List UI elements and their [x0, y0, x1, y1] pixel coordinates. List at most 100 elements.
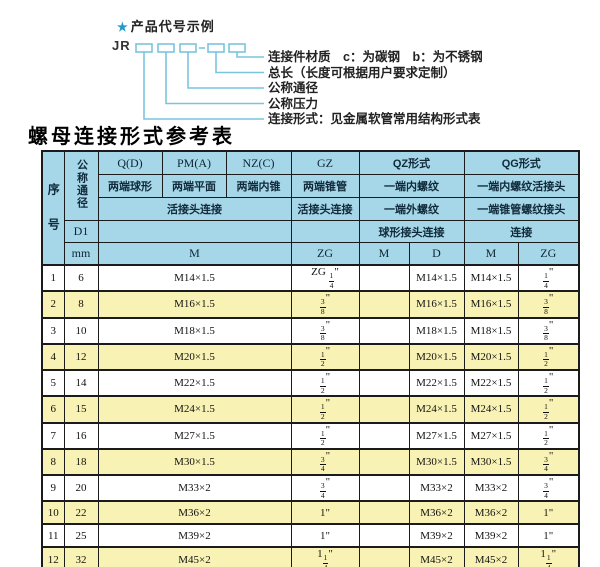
- cell-m: M22×1.5: [97, 368, 292, 398]
- empty-cell: [290, 220, 360, 243]
- table-row: 6 15 M24×1.5 1 2 " M24×1.5 M24×1.5 1 2 ": [41, 395, 580, 424]
- cell-seq: 2: [41, 290, 65, 319]
- cell-qz-m: [358, 342, 410, 372]
- cell-m: M30×1.5: [97, 447, 292, 477]
- cell-qz-m: [358, 368, 410, 398]
- connector-length: [215, 52, 264, 74]
- connector-conn-type: [143, 52, 264, 120]
- table-row: 11 25 M39×2 1" M39×2 M39×2 1": [41, 523, 580, 549]
- cell-qz-d: M20×1.5: [408, 342, 465, 372]
- cell-qz-m: [358, 473, 410, 503]
- cell-dn: 10: [63, 316, 99, 345]
- cell-qz-d: M16×1.5: [408, 290, 465, 319]
- cell-dn: 14: [63, 368, 99, 398]
- cell-seq: 1: [41, 263, 65, 293]
- code-box-5: [228, 43, 246, 53]
- code-box-2: [157, 43, 175, 53]
- cell-qg-m: M27×1.5: [463, 421, 519, 450]
- cell-gz: 114": [290, 546, 360, 567]
- d1-header: D1: [63, 220, 99, 243]
- table-row: 10 22 M36×2 1" M36×2 M36×2 1": [41, 500, 580, 526]
- cell-qz-m: [358, 263, 410, 293]
- cell-dn: 18: [63, 447, 99, 477]
- cell-qz-d: M27×1.5: [408, 421, 465, 450]
- col-seq-header: 序号: [41, 150, 65, 266]
- col-pm-header: PM(A): [161, 150, 227, 175]
- cell-qg-zg: 1": [517, 500, 580, 526]
- cell-qz-d: M33×2: [408, 473, 465, 503]
- cell-m: M45×2: [97, 546, 292, 567]
- cell-gz: 1": [290, 523, 360, 549]
- table-row: 4 12 M20×1.5 1 2 " M20×1.5 M20×1.5 1 2 ": [41, 342, 580, 372]
- cell-qg-zg: 3 4 ": [517, 447, 580, 477]
- cell-qg-m: M22×1.5: [463, 368, 519, 398]
- qz-connection-header: 球形接头连接: [358, 220, 465, 243]
- cell-dn: 25: [63, 523, 99, 549]
- cell-qg-m: M39×2: [463, 523, 519, 549]
- cell-qz-m: [358, 421, 410, 450]
- qz-m-header: M: [358, 242, 410, 266]
- table-row: 2 8 M16×1.5 3 8 " M16×1.5 M16×1.5 3 8 ": [41, 290, 580, 319]
- code-box-3: [179, 43, 197, 53]
- cell-gz: 3 8 ": [290, 290, 360, 319]
- cell-qz-d: M22×1.5: [408, 368, 465, 398]
- cell-dn: 6: [63, 263, 99, 293]
- connector-material: [236, 52, 264, 58]
- cell-gz: 1": [290, 500, 360, 526]
- qg-desc-1: 一端内螺纹活接头: [463, 174, 580, 198]
- cell-dn: 8: [63, 290, 99, 319]
- cell-qz-m: [358, 447, 410, 477]
- cell-m: M39×2: [97, 523, 292, 549]
- cell-gz: ZG 1 4 ": [290, 263, 360, 293]
- qg-m-header: M: [463, 242, 519, 266]
- cell-m: M24×1.5: [97, 395, 292, 424]
- cell-qg-zg: 114": [517, 546, 580, 567]
- qz-desc-1: 一端内螺纹: [358, 174, 465, 198]
- qg-zg-header: ZG: [517, 242, 580, 266]
- cell-qz-m: [358, 500, 410, 526]
- cell-dn: 32: [63, 546, 99, 567]
- cell-qg-m: M33×2: [463, 473, 519, 503]
- cell-gz: 1 2 ": [290, 395, 360, 424]
- table-body: 1 6 M14×1.5 ZG 1 4 " M14×1.5 M14×1.5 1 4 " 2 8 M16×1.…: [41, 263, 580, 567]
- table-title: 螺母连接形式参考表: [28, 126, 235, 148]
- col-dn-header: 公称通径: [63, 150, 99, 221]
- cell-qg-zg: 1 4 ": [517, 263, 580, 293]
- table-row: 1 6 M14×1.5 ZG 1 4 " M14×1.5 M14×1.5 1 4 ": [41, 263, 580, 293]
- cell-dn: 16: [63, 421, 99, 450]
- cell-qz-m: [358, 316, 410, 345]
- nut-connection-table: 序号 公称通径 Q(D) PM(A) NZ(C) GZ QZ形式 QG形式 两端…: [41, 150, 580, 567]
- cell-seq: 6: [41, 395, 65, 424]
- code-boxes-connectors: [135, 43, 264, 120]
- cell-qg-m: M24×1.5: [463, 395, 519, 424]
- cell-qg-m: M18×1.5: [463, 316, 519, 345]
- cell-seq: 4: [41, 342, 65, 372]
- product-code-prefix: JR: [112, 38, 131, 53]
- product-code-title-text: 产品代号示例: [130, 19, 215, 34]
- cell-dn: 20: [63, 473, 99, 503]
- cell-qz-d: M18×1.5: [408, 316, 465, 345]
- cell-m: M20×1.5: [97, 342, 292, 372]
- cell-qg-m: M16×1.5: [463, 290, 519, 319]
- cell-qg-zg: 1 2 ": [517, 342, 580, 372]
- code-label-length: 总长（长度可根据用户要求定制）: [268, 65, 456, 80]
- cell-qg-m: M45×2: [463, 546, 519, 567]
- col-q-header: Q(D): [97, 150, 163, 175]
- union-connection-header: 活接头连接: [97, 197, 292, 221]
- cell-qg-zg: 1 2 ": [517, 395, 580, 424]
- table-row: 5 14 M22×1.5 1 2 " M22×1.5 M22×1.5 1 2 ": [41, 368, 580, 398]
- table-row: 7 16 M27×1.5 1 2 " M27×1.5 M27×1.5 1 2 ": [41, 421, 580, 450]
- cell-qg-zg: 1 2 ": [517, 368, 580, 398]
- col-gz-header: GZ: [290, 150, 360, 175]
- cell-seq: 11: [41, 523, 65, 549]
- cell-qg-m: M14×1.5: [463, 263, 519, 293]
- cell-qz-d: M24×1.5: [408, 395, 465, 424]
- cell-seq: 8: [41, 447, 65, 477]
- col-qz-header: QZ形式: [358, 150, 465, 175]
- cell-gz: 1 2 ": [290, 342, 360, 372]
- code-label-material: 连接件材质 c：为碳钢 b：为不锈钢: [268, 50, 483, 64]
- table-row: 8 18 M30×1.5 3 4 " M30×1.5 M30×1.5 3 4 ": [41, 447, 580, 477]
- cell-gz: 1 2 ": [290, 421, 360, 450]
- code-label-conn-type: 连接形式：见金属软管常用结构形式表: [268, 112, 481, 126]
